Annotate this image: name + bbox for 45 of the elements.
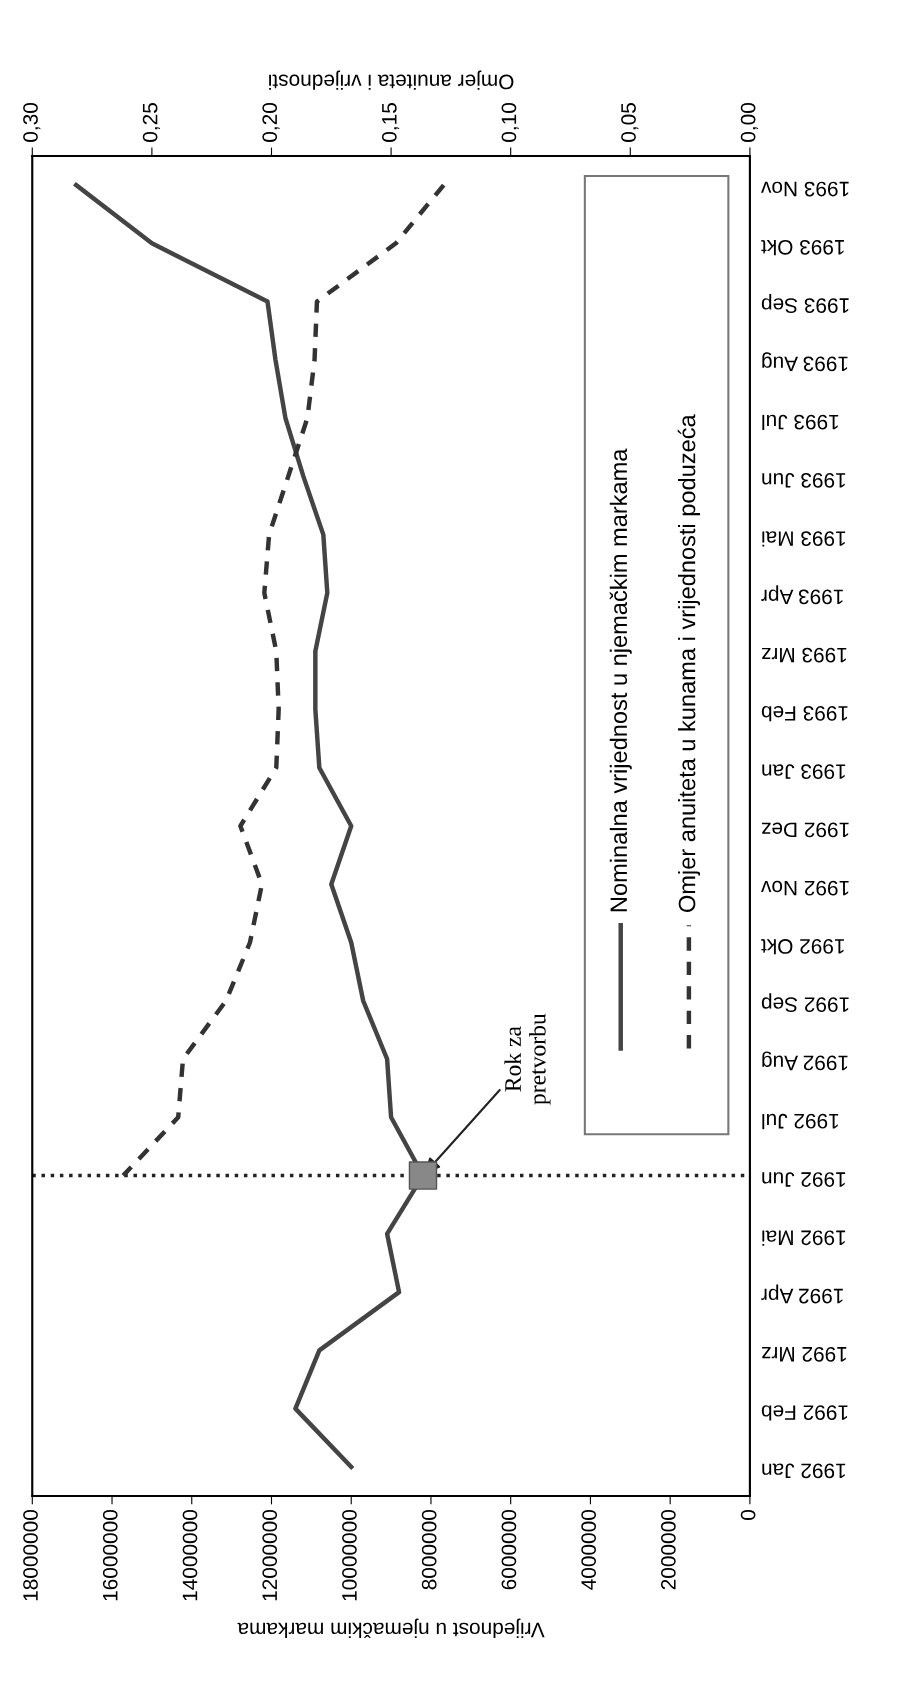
y-tick-label: 1992 Feb [761,1405,848,1421]
y-tick-label: 1992 Jul [762,1113,839,1130]
y-tick-label: 1993 Mai [762,531,846,547]
y-tick-label: 1992 Mai [762,1230,846,1246]
x-tick-label: 14000000 [182,1510,198,1601]
y-tick-label: 1993 Jul [762,414,839,430]
text: Omjer anuiteta u kunama i vrijednosti poduzeća [677,414,701,912]
x-tick-label: 10000000 [342,1510,357,1601]
y-tick-label: 1993 Apr [761,585,843,605]
x-tick-label: 8000000 [421,1510,437,1590]
x2-axis-title: Omjer anuiteta i vrijednosti [269,70,514,90]
x-tick-label: 2000000 [661,1510,676,1590]
text: Nominalna vrijednost u njemačkim markama [609,448,632,912]
x-tick-label: 16000000 [102,1510,118,1601]
y-tick-label: 1993 Jan [762,764,846,780]
x2-tick-label: 0,05 [621,103,639,142]
x2-tick-label: 0,15 [381,103,400,142]
y-tick-label: 1993 Mrz [762,647,847,663]
x2-tick-label: 0,20 [262,103,280,142]
x-tick-label: 12000000 [262,1510,278,1601]
y-tick-label: 1992 Dez [762,822,849,838]
x-tick-label: 0 [740,1510,756,1520]
x2-tick-label: 0,10 [501,103,519,142]
x2-tick-label: 0,00 [740,103,758,142]
y-tick-label: 1992 Mrz [762,1346,847,1362]
x-tick-label: 4000000 [581,1510,597,1590]
y-tick-label: 1992 Jan [762,1463,846,1479]
y-tick-label: 1992 Apr [761,1284,843,1304]
y-tick-label: 1992 Nov [761,880,849,896]
y-tick-label: 1992 Aug [762,1051,848,1071]
y-tick-label: 1993 Nov [761,181,849,197]
y-tick-label: 1993 Sep [761,294,849,313]
y-tick-label: 1993 Aug [762,352,848,372]
x2-tick-label: 0,30 [23,103,41,142]
x-axis-title: Vrijednost u njemačkim markama [237,1618,545,1639]
y-tick-label: 1993 Okt [761,239,844,256]
y-tick-label: 1992 Jun [762,1172,846,1187]
x-tick-label: 6000000 [501,1510,517,1590]
x2-tick-label: 0,25 [142,103,160,142]
annotation: Rok za pretvorbu [504,1013,551,1105]
y-tick-label: 1992 Sep [761,993,849,1013]
y-tick-label: 1993 Jun [762,472,846,488]
y-tick-label: 1992 Okt [761,939,844,955]
y-tick-label: 1993 Feb [761,706,848,722]
x-tick-label: 18000000 [23,1510,38,1601]
